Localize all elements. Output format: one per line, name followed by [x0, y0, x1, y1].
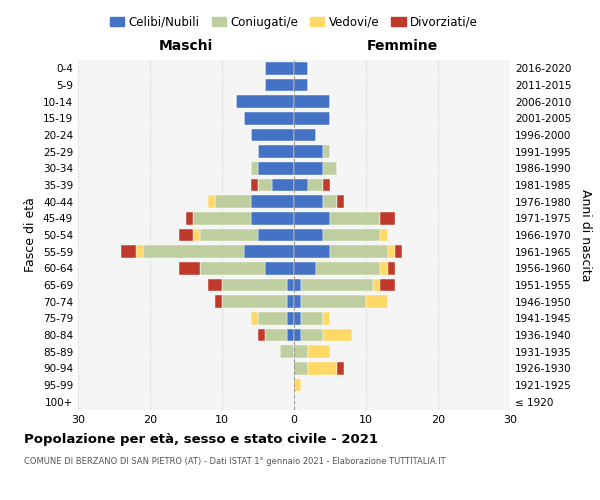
Bar: [380, 279, 395, 291]
Bar: [258, 179, 272, 192]
Bar: [294, 312, 301, 324]
Bar: [193, 212, 251, 224]
Bar: [294, 279, 301, 291]
Bar: [294, 262, 316, 274]
Bar: [215, 196, 251, 208]
Bar: [380, 262, 388, 274]
Bar: [380, 229, 388, 241]
Bar: [294, 196, 323, 208]
Y-axis label: Anni di nascita: Anni di nascita: [580, 188, 592, 281]
Bar: [308, 346, 330, 358]
Bar: [179, 229, 193, 241]
Bar: [244, 112, 294, 124]
Bar: [179, 262, 200, 274]
Bar: [215, 296, 222, 308]
Bar: [287, 312, 294, 324]
Bar: [308, 179, 323, 192]
Bar: [301, 279, 373, 291]
Bar: [251, 312, 258, 324]
Bar: [323, 312, 330, 324]
Bar: [323, 162, 337, 174]
Bar: [186, 212, 193, 224]
Bar: [200, 229, 258, 241]
Bar: [337, 362, 344, 374]
Bar: [294, 346, 308, 358]
Bar: [294, 212, 330, 224]
Bar: [323, 229, 380, 241]
Bar: [121, 246, 136, 258]
Bar: [294, 79, 308, 92]
Bar: [388, 262, 395, 274]
Bar: [323, 329, 352, 341]
Bar: [208, 279, 222, 291]
Bar: [294, 162, 323, 174]
Bar: [294, 62, 308, 74]
Bar: [251, 129, 294, 141]
Bar: [222, 296, 287, 308]
Bar: [258, 146, 294, 158]
Text: Femmine: Femmine: [367, 39, 437, 53]
Bar: [330, 246, 388, 258]
Bar: [287, 329, 294, 341]
Bar: [258, 162, 294, 174]
Bar: [287, 279, 294, 291]
Bar: [272, 179, 294, 192]
Bar: [193, 229, 200, 241]
Bar: [395, 246, 402, 258]
Bar: [251, 212, 294, 224]
Legend: Celibi/Nubili, Coniugati/e, Vedovi/e, Divorziati/e: Celibi/Nubili, Coniugati/e, Vedovi/e, Di…: [105, 11, 483, 34]
Bar: [143, 246, 244, 258]
Bar: [330, 212, 380, 224]
Bar: [200, 262, 265, 274]
Bar: [294, 379, 301, 391]
Bar: [258, 329, 265, 341]
Bar: [222, 279, 287, 291]
Bar: [258, 312, 287, 324]
Bar: [294, 146, 323, 158]
Bar: [316, 262, 380, 274]
Bar: [294, 179, 308, 192]
Bar: [294, 112, 330, 124]
Bar: [287, 296, 294, 308]
Bar: [294, 362, 308, 374]
Text: Popolazione per età, sesso e stato civile - 2021: Popolazione per età, sesso e stato civil…: [24, 432, 378, 446]
Bar: [208, 196, 215, 208]
Bar: [337, 196, 344, 208]
Text: COMUNE DI BERZANO DI SAN PIETRO (AT) - Dati ISTAT 1° gennaio 2021 - Elaborazione: COMUNE DI BERZANO DI SAN PIETRO (AT) - D…: [24, 458, 446, 466]
Bar: [244, 246, 294, 258]
Bar: [294, 329, 301, 341]
Bar: [136, 246, 143, 258]
Bar: [251, 196, 294, 208]
Bar: [380, 212, 395, 224]
Y-axis label: Fasce di età: Fasce di età: [25, 198, 37, 272]
Bar: [388, 246, 395, 258]
Bar: [294, 96, 330, 108]
Bar: [323, 179, 330, 192]
Bar: [323, 146, 330, 158]
Bar: [294, 246, 330, 258]
Bar: [301, 329, 323, 341]
Bar: [294, 129, 316, 141]
Bar: [280, 346, 294, 358]
Bar: [265, 262, 294, 274]
Bar: [251, 162, 258, 174]
Bar: [265, 329, 287, 341]
Bar: [294, 296, 301, 308]
Bar: [294, 229, 323, 241]
Bar: [236, 96, 294, 108]
Bar: [265, 62, 294, 74]
Bar: [366, 296, 388, 308]
Bar: [308, 362, 337, 374]
Bar: [265, 79, 294, 92]
Bar: [301, 312, 323, 324]
Text: Maschi: Maschi: [159, 39, 213, 53]
Bar: [373, 279, 380, 291]
Bar: [323, 196, 337, 208]
Bar: [301, 296, 366, 308]
Bar: [258, 229, 294, 241]
Bar: [251, 179, 258, 192]
